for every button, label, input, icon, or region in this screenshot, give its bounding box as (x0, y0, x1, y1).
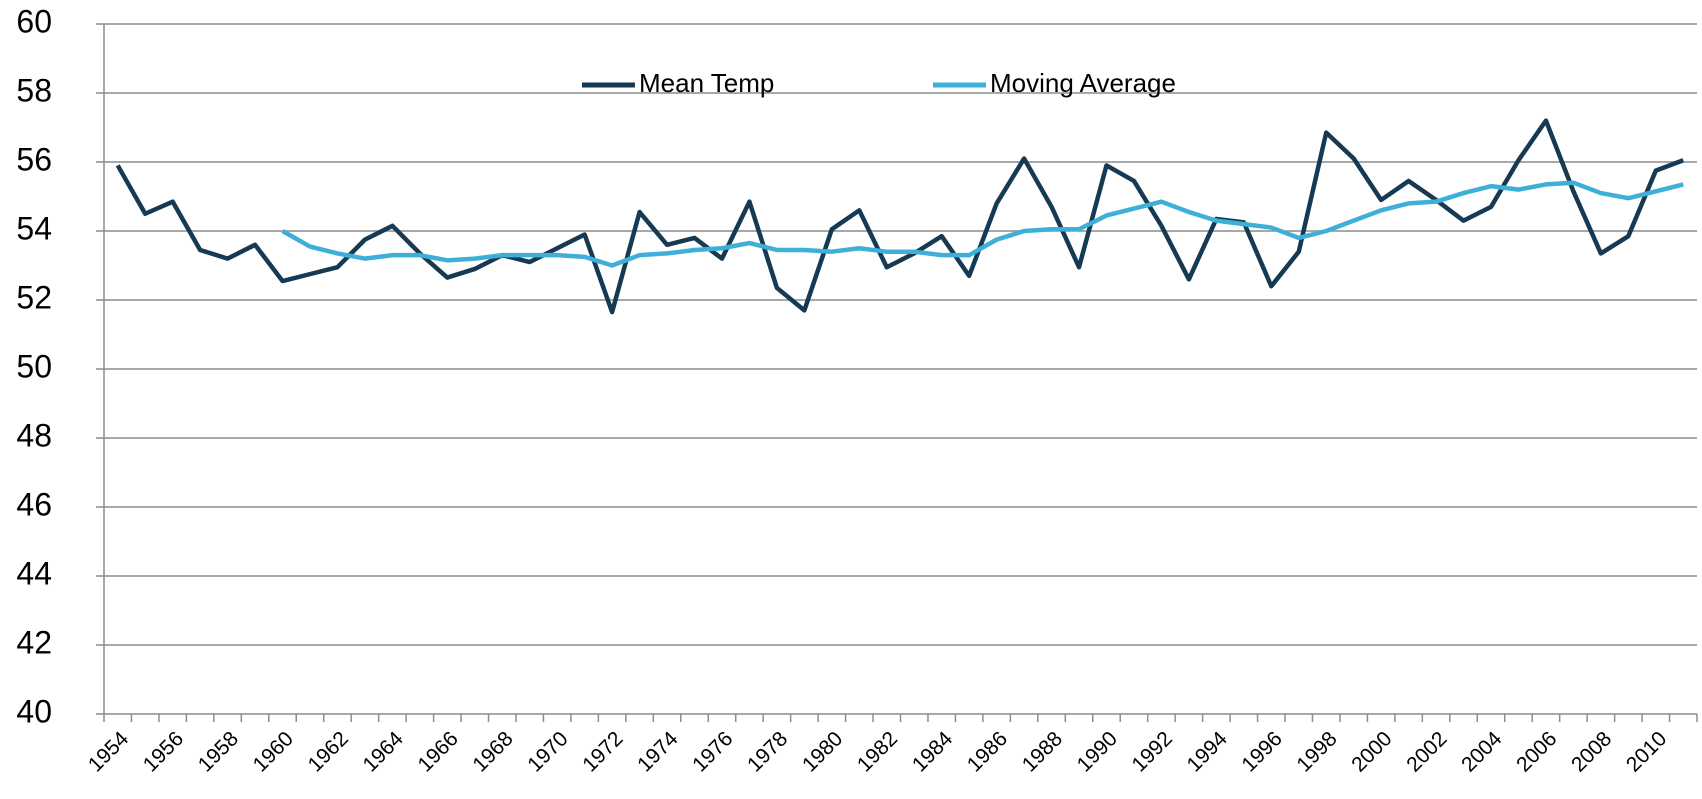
x-tick-label: 1982 (853, 727, 902, 776)
x-tick-label: 2000 (1347, 727, 1396, 776)
x-tick-label: 2006 (1512, 727, 1561, 776)
x-tick-label: 1960 (249, 727, 298, 776)
y-tick-label: 40 (16, 693, 52, 729)
x-tick-label: 1978 (743, 727, 792, 776)
x-tick-label: 1992 (1128, 727, 1177, 776)
y-tick-label: 52 (16, 279, 52, 315)
x-tick-label: 1984 (908, 727, 958, 777)
x-tick-label: 1954 (84, 727, 134, 777)
x-tick-label: 1956 (139, 727, 188, 776)
x-tick-label: 1966 (413, 727, 462, 776)
y-tick-label: 54 (16, 210, 52, 246)
x-tick-label: 1980 (798, 727, 847, 776)
data-line (281, 180, 1684, 268)
x-tick-label: 1994 (1183, 727, 1233, 777)
x-tick-label: 1970 (523, 727, 572, 776)
x-tick-label: 2010 (1622, 727, 1671, 776)
y-tick-label: 48 (16, 417, 52, 453)
y-tick-label: 42 (16, 624, 52, 660)
x-tick-label: 1962 (304, 727, 353, 776)
x-tick-label: 1976 (688, 727, 737, 776)
x-tick-label: 2004 (1457, 727, 1507, 777)
y-tick-label: 56 (16, 141, 52, 177)
y-tick-label: 50 (16, 348, 52, 384)
y-tick-label: 58 (16, 72, 52, 108)
x-tick-label: 1958 (194, 727, 243, 776)
x-tick-label: 1990 (1073, 727, 1122, 776)
legend-label: Moving Average (990, 68, 1176, 98)
x-tick-label: 1964 (359, 727, 409, 777)
x-tick-label: 2008 (1567, 727, 1616, 776)
x-tick-label: 1986 (963, 727, 1012, 776)
y-tick-label: 46 (16, 486, 52, 522)
y-tick-label: 60 (16, 3, 52, 39)
y-tick-label: 44 (16, 555, 52, 591)
x-tick-label: 1974 (633, 727, 683, 777)
x-tick-label: 1988 (1018, 727, 1067, 776)
legend-label: Mean Temp (639, 68, 774, 98)
x-tick-label: 2002 (1402, 727, 1451, 776)
x-tick-label: 1972 (578, 727, 627, 776)
x-tick-label: 1998 (1292, 727, 1341, 776)
data-line (115, 118, 1685, 315)
x-tick-label: 1996 (1237, 727, 1286, 776)
x-tick-label: 1968 (468, 727, 517, 776)
